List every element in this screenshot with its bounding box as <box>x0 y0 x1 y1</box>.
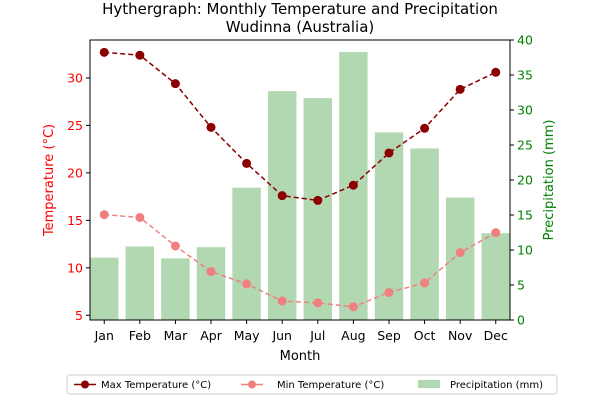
max-temp-point-apr <box>206 122 216 132</box>
legend-box <box>66 374 558 395</box>
min-temp-point-nov <box>455 248 465 258</box>
right-tick-label: 0 <box>517 313 525 328</box>
legend-max-label: Max Temperature (°C) <box>101 380 211 391</box>
min-temp-point-mar <box>170 241 180 251</box>
precipitation-bar-jul <box>303 98 333 320</box>
precipitation-bar-oct <box>410 148 439 320</box>
x-tick-label-nov: Nov <box>448 328 473 343</box>
precipitation-bars <box>90 51 510 321</box>
x-tick-label-oct: Oct <box>414 328 436 343</box>
min-temp-line <box>104 213 497 308</box>
left-tick-label: 30 <box>67 70 83 85</box>
min-temp-point-jun <box>277 296 287 306</box>
chart-subtitle: Wudinna (Australia) <box>226 18 375 36</box>
x-tick-label-jun: Jun <box>271 328 292 343</box>
legend-max-marker <box>81 380 89 389</box>
right-tick-label: 20 <box>517 173 533 188</box>
right-tick-label: 10 <box>517 243 533 258</box>
max-temp-point-feb <box>135 50 145 60</box>
legend-precip-swatch <box>418 380 440 388</box>
precipitation-bar-may <box>232 187 261 320</box>
precipitation-bar-apr <box>196 247 226 320</box>
max-temp-point-dec <box>491 67 501 77</box>
legend-min-label: Min Temperature (°C) <box>277 380 384 391</box>
max-temp-point-jul <box>313 195 323 205</box>
left-axis-label: Temperature (°C) <box>42 124 57 237</box>
max-temp-point-mar <box>170 79 180 89</box>
axes: 5 10 15 20 25 30 0 5 10 15 20 25 30 35 40 Jan Feb Mar Apr M… <box>67 33 533 344</box>
right-tick-label: 40 <box>517 33 533 48</box>
left-tick-label: 15 <box>67 213 83 228</box>
min-temp-point-dec <box>491 228 501 238</box>
right-axis-label: Precipitation (mm) <box>542 120 557 241</box>
legend: Max Temperature (°C) Min Temperature (°C… <box>66 374 558 395</box>
temperature-lines <box>99 47 501 312</box>
precipitation-bar-mar <box>161 258 190 320</box>
x-tick-label-jan: Jan <box>94 328 114 343</box>
x-tick-label-may: May <box>234 328 260 343</box>
x-tick-label-dec: Dec <box>484 328 508 343</box>
right-tick-label: 30 <box>517 103 533 118</box>
x-tick-label-sep: Sep <box>377 328 401 343</box>
left-tick-label: 5 <box>75 308 83 323</box>
max-temp-line <box>104 51 497 202</box>
precipitation-bar-jan <box>90 257 119 320</box>
max-temp-point-jun <box>277 191 287 201</box>
min-temp-point-oct <box>420 278 430 288</box>
x-tick-label-apr: Apr <box>200 328 222 343</box>
max-temp-point-nov <box>455 84 465 94</box>
max-temp-point-aug <box>348 180 358 190</box>
x-tick-label-mar: Mar <box>164 328 188 343</box>
x-tick-label-feb: Feb <box>129 328 151 343</box>
max-temp-point-may <box>242 158 252 168</box>
min-temp-point-jul <box>313 298 323 308</box>
min-temp-point-apr <box>206 267 216 277</box>
left-tick-label: 25 <box>67 118 83 133</box>
precipitation-bar-jun <box>267 91 297 320</box>
precipitation-bar-feb <box>125 246 155 320</box>
chart-title: Hythergraph: Monthly Temperature and Pre… <box>102 0 498 18</box>
legend-min-marker <box>248 380 256 389</box>
x-axis-label: Month <box>280 349 321 364</box>
right-tick-label: 35 <box>517 68 533 83</box>
right-tick-label: 15 <box>517 208 533 223</box>
min-temp-point-feb <box>135 212 145 222</box>
min-temp-point-may <box>242 279 252 289</box>
min-temp-point-aug <box>348 302 358 312</box>
max-temp-point-jan <box>99 47 109 57</box>
min-temp-point-jan <box>99 210 109 220</box>
precipitation-bar-dec <box>481 233 510 320</box>
max-temp-point-oct <box>420 123 430 133</box>
x-tick-label-aug: Aug <box>341 328 365 343</box>
min-temp-point-sep <box>384 287 394 297</box>
left-tick-label: 20 <box>67 165 83 180</box>
max-temp-point-sep <box>384 148 394 158</box>
right-tick-label: 25 <box>517 138 533 153</box>
precipitation-bar-nov <box>445 197 475 320</box>
legend-precip-label: Precipitation (mm) <box>450 380 543 391</box>
x-tick-label-jul: Jul <box>309 328 325 343</box>
right-tick-label: 5 <box>517 278 525 293</box>
left-tick-label: 10 <box>67 260 83 275</box>
